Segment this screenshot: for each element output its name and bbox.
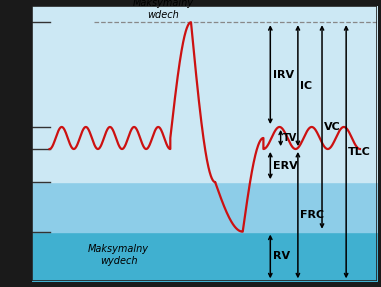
- Text: Maksymalny
wdech: Maksymalny wdech: [133, 0, 194, 20]
- Text: TLC: TLC: [348, 147, 371, 157]
- Text: VC: VC: [324, 122, 341, 132]
- Text: RV: RV: [273, 251, 290, 261]
- Text: IC: IC: [300, 81, 312, 91]
- Text: FRC: FRC: [300, 210, 324, 220]
- Text: ERV: ERV: [273, 160, 298, 170]
- Text: TV: TV: [283, 133, 297, 143]
- Text: IRV: IRV: [273, 70, 294, 79]
- Text: Maksymalny
wydech: Maksymalny wydech: [88, 244, 149, 266]
